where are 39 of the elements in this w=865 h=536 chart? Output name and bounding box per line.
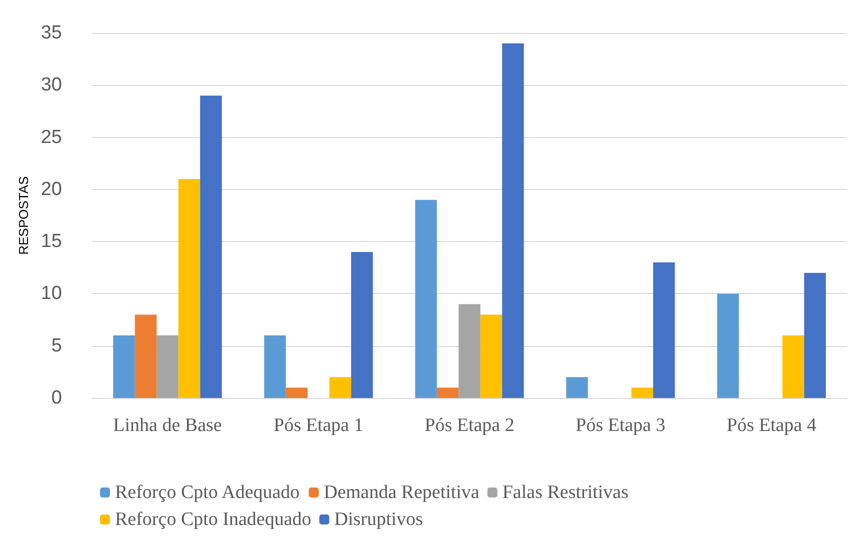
bar <box>351 252 373 398</box>
legend-label: Reforço Cpto Inadequado <box>115 509 312 530</box>
bar <box>113 335 135 398</box>
y-tick-label: 25 <box>40 126 62 148</box>
bar <box>415 200 437 398</box>
bar <box>653 262 675 398</box>
bar <box>480 314 502 398</box>
y-tick-label: 15 <box>40 231 62 252</box>
x-tick-label: Pós Etapa 4 <box>726 415 817 436</box>
legend-label: Demanda Repetitiva <box>324 482 480 503</box>
legend-label: Reforço Cpto Adequado <box>115 482 300 503</box>
bar <box>502 43 524 398</box>
bar <box>134 314 157 398</box>
legend-label: Disruptivos <box>334 509 423 530</box>
bar <box>286 388 308 398</box>
bar <box>264 335 286 398</box>
x-tick-label: Pós Etapa 1 <box>274 415 364 436</box>
y-tick-label: 35 <box>40 22 62 44</box>
bar <box>436 388 459 398</box>
bar <box>566 377 588 398</box>
bar <box>804 272 826 398</box>
bar <box>200 96 222 398</box>
x-tick-label: Linha de Base <box>113 415 222 436</box>
y-tick-label: 20 <box>40 178 62 200</box>
y-tick-label: 10 <box>40 283 62 304</box>
y-tick-label: 0 <box>51 388 62 408</box>
x-tick-label: Pós Etapa 3 <box>576 415 666 436</box>
legend-label: Falas Restritivas <box>502 482 629 503</box>
bar <box>156 335 178 398</box>
bar <box>782 335 804 398</box>
bar <box>458 304 480 398</box>
bar <box>631 388 654 398</box>
y-tick-label: 5 <box>51 335 62 356</box>
x-tick-label: Pós Etapa 2 <box>424 415 514 436</box>
bar <box>717 294 739 398</box>
bar <box>329 377 352 398</box>
bar <box>178 179 200 398</box>
y-tick-label: 30 <box>40 74 62 96</box>
y-axis-title: RESPOSTAS <box>16 176 31 255</box>
